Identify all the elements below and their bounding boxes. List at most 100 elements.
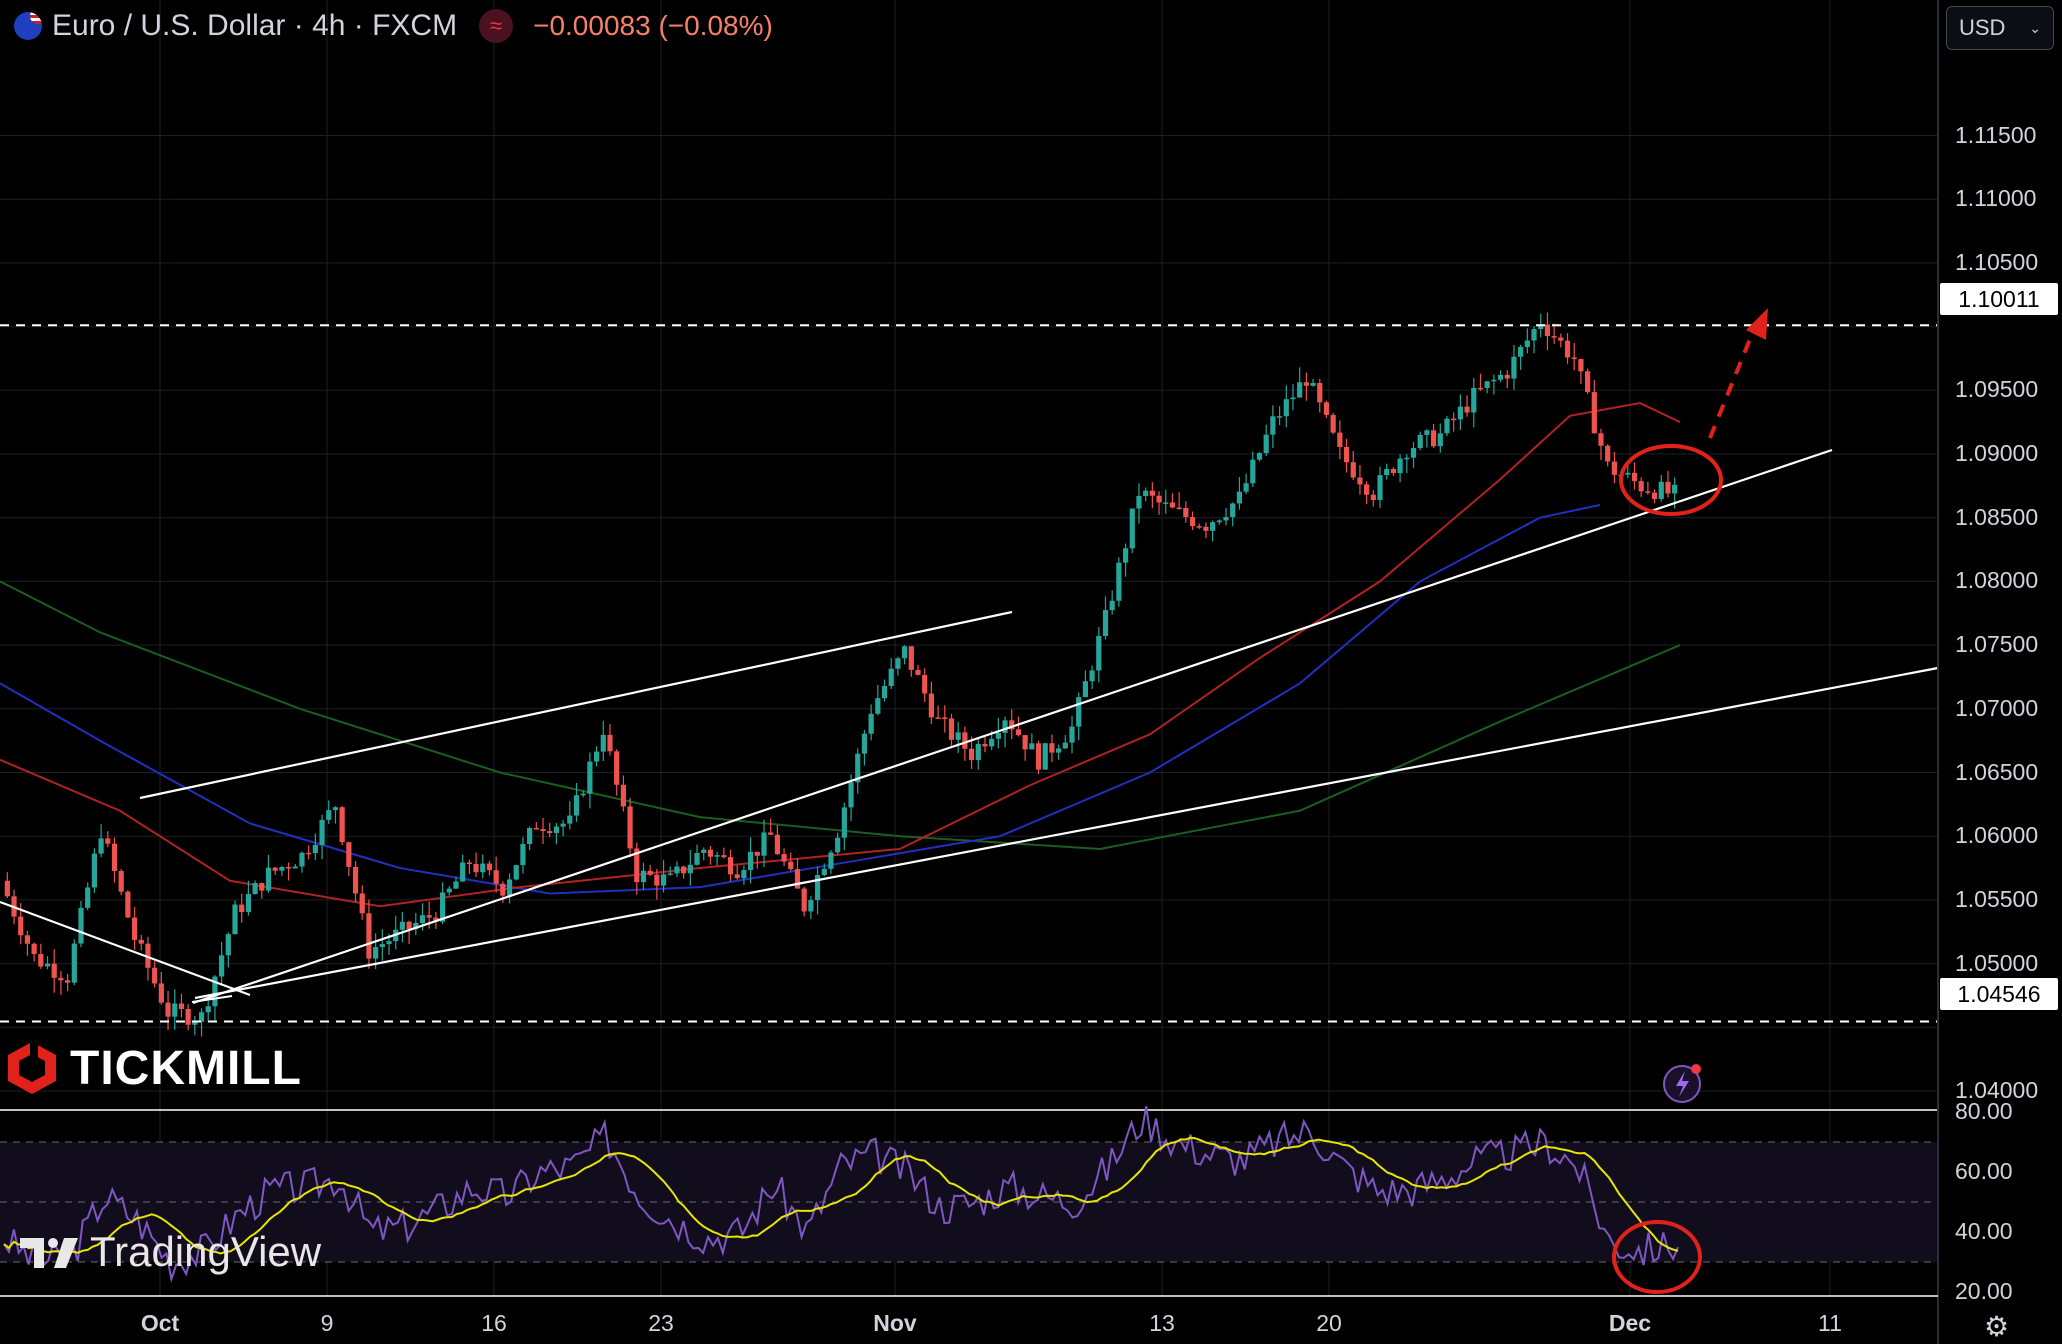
currency-select[interactable]: USD ⌄	[1946, 6, 2054, 50]
candle-body	[640, 870, 647, 883]
candle-body	[439, 892, 446, 922]
candle-body	[1176, 507, 1182, 510]
candle-body	[587, 761, 593, 794]
price-axis-label: 1.05000	[1955, 949, 2039, 976]
candle-body	[1457, 406, 1463, 420]
candle-body	[674, 866, 680, 874]
candle-body	[922, 674, 928, 694]
candle-body	[861, 733, 868, 754]
candle-body	[1497, 374, 1504, 380]
candle-body	[346, 842, 352, 867]
candle-body	[1122, 548, 1129, 563]
candle-body	[908, 646, 914, 670]
candle-body	[734, 874, 740, 879]
candle-body	[386, 941, 392, 945]
symbol-header: Euro / U.S. Dollar · 4h · FXCM ≈ −0.0008…	[14, 6, 773, 46]
candle-body	[272, 867, 278, 871]
candle-body	[91, 853, 97, 888]
price-axis-label: 1.09000	[1955, 440, 2039, 466]
candle-body	[1297, 382, 1303, 398]
candle-body	[1377, 475, 1383, 500]
candle-body	[573, 795, 580, 816]
time-axis-label: 11	[1818, 1310, 1842, 1336]
candle-body	[312, 844, 318, 854]
candle-body	[888, 668, 894, 686]
price-axis-label: 1.11000	[1955, 185, 2037, 212]
time-axis-label: Dec	[1608, 1310, 1652, 1336]
candle-body	[111, 843, 118, 872]
candle-body	[339, 807, 345, 843]
time-axis-label: 23	[648, 1310, 674, 1336]
candle-body	[748, 851, 754, 871]
candle-body	[285, 867, 292, 869]
candle-body	[962, 732, 968, 749]
ma-100-line	[0, 503, 1601, 895]
candle-body	[553, 826, 560, 834]
candle-body	[1645, 491, 1651, 493]
candle-body	[1183, 508, 1189, 518]
currency-value: USD	[1959, 15, 2006, 40]
time-axis-label: 20	[1316, 1310, 1342, 1336]
candle-body	[1631, 472, 1638, 482]
time-axis-label: 16	[481, 1310, 507, 1336]
candle-body	[928, 693, 934, 718]
candle-body	[1390, 469, 1397, 474]
candle-body	[835, 837, 841, 853]
candle-body	[660, 874, 667, 886]
candle-body	[1250, 459, 1256, 484]
candle-body	[1022, 735, 1028, 750]
candle-body	[506, 879, 513, 896]
price-axis-label: 1.11500	[1955, 121, 2037, 148]
candle-body	[232, 904, 238, 935]
candle-body	[527, 828, 533, 845]
ma-50-line	[0, 401, 1681, 908]
candle-body	[1651, 492, 1658, 500]
candle-body	[131, 917, 138, 940]
target-arrowhead	[1746, 308, 1768, 340]
candle-body	[118, 871, 124, 892]
candle-body	[513, 865, 519, 880]
candle-body	[279, 867, 285, 871]
candle-body	[426, 915, 432, 918]
candle-body	[1558, 337, 1564, 341]
candle-body	[1062, 742, 1068, 749]
candle-body	[1049, 743, 1055, 753]
tradingview-logo: TradingView	[20, 1228, 321, 1276]
candle-body	[1196, 526, 1202, 528]
settings-gear-icon[interactable]: ⚙	[1984, 1311, 2010, 1342]
ma-200-line	[0, 580, 1681, 850]
candle-body	[1163, 502, 1169, 504]
candle-body	[299, 852, 305, 867]
channel-lower-trendline	[192, 448, 1833, 1005]
candle-body	[352, 866, 359, 894]
candle-body	[848, 782, 854, 808]
candle-body	[1276, 416, 1283, 418]
candle-body	[1263, 434, 1269, 454]
candle-body	[855, 753, 861, 783]
candle-body	[1009, 720, 1015, 730]
candle-body	[1310, 382, 1316, 386]
candle-body	[4, 880, 10, 897]
candle-body	[1518, 346, 1524, 357]
candle-body	[580, 793, 586, 796]
wave-icon[interactable]: ≈	[479, 9, 514, 43]
candle-body	[881, 685, 888, 699]
candle-body	[198, 1012, 205, 1022]
candle-body	[1665, 481, 1671, 494]
price-change: −0.00083 (−0.08%)	[533, 10, 773, 41]
rsi-line	[3, 1106, 1679, 1284]
candle-body	[446, 888, 452, 893]
chevron-down-icon: ⌄	[2029, 19, 2041, 36]
candle-body	[1538, 324, 1544, 330]
candle-body	[1303, 382, 1309, 386]
time-axis-label: 9	[320, 1310, 334, 1336]
candle-body	[359, 893, 365, 914]
channel-upper-trendline	[139, 610, 1013, 800]
target-arrow-line	[1708, 333, 1754, 439]
candle-body	[1129, 508, 1135, 549]
candle-body	[245, 894, 252, 913]
rsi-highlight-circle	[1612, 1220, 1702, 1294]
price-axis-label: 1.06000	[1955, 822, 2039, 849]
symbol-title[interactable]: Euro / U.S. Dollar · 4h · FXCM	[52, 9, 458, 42]
